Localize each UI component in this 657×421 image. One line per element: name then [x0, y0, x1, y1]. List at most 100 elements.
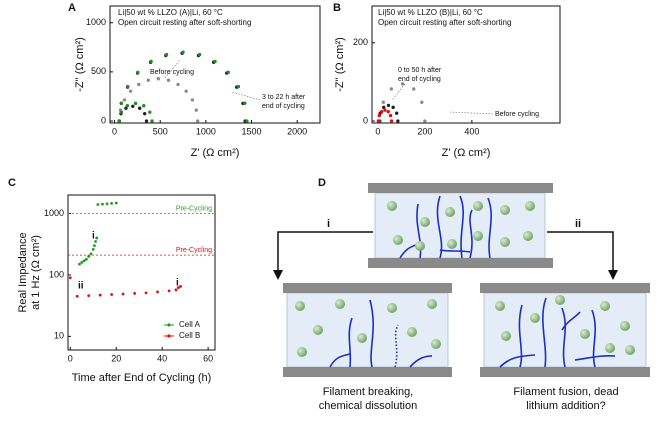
data-point: [389, 119, 394, 123]
data-point: [133, 292, 137, 295]
arrowhead: [273, 270, 283, 280]
data-point: [376, 119, 381, 123]
x-axis-label: Time after End of Cycling (h): [72, 372, 212, 384]
data-point: [82, 259, 86, 263]
data-point: [98, 293, 102, 297]
electrode: [480, 283, 650, 293]
particle: [445, 207, 455, 217]
data-point: [93, 244, 96, 248]
data-point: [156, 77, 161, 81]
data-point: [105, 202, 109, 206]
outcome-text: Filament fusion, dead: [513, 386, 618, 398]
arrowhead: [608, 270, 618, 280]
y-tick-label: 0: [363, 115, 368, 125]
panel-note: Open circuit resting after soft-shorting: [378, 18, 511, 27]
electrode: [283, 367, 452, 377]
y-axis-label: Real Impedance: [17, 232, 29, 312]
filament: [487, 197, 492, 259]
data-point: [400, 82, 405, 86]
x-tick-label: 60: [203, 353, 213, 363]
data-point: [164, 52, 169, 57]
data-point: [149, 59, 153, 64]
x-tick-label: 40: [157, 353, 167, 363]
data-point: [125, 103, 130, 108]
data-point: [119, 101, 124, 105]
x-tick-label: 200: [417, 126, 432, 136]
particle: [525, 201, 535, 211]
particle: [555, 295, 565, 305]
cell: [286, 292, 449, 368]
particle: [580, 329, 590, 339]
data-point: [190, 98, 195, 102]
x-tick-label: 0: [68, 353, 73, 363]
data-point: [121, 292, 125, 296]
data-point: [377, 113, 381, 118]
x-tick-label: 1000: [196, 126, 216, 136]
particle: [420, 217, 430, 227]
x-tick-label: 20: [111, 353, 121, 363]
filament: [369, 299, 374, 368]
data-point: [136, 70, 140, 75]
annotation-leader: [231, 91, 261, 101]
data-point: [226, 70, 230, 75]
data-point: [388, 113, 393, 118]
path-label: ii: [575, 218, 581, 230]
electrode: [283, 283, 452, 293]
data-point: [144, 119, 149, 123]
x-tick-label: 0: [112, 126, 117, 136]
panel-letter: A: [68, 2, 76, 14]
filament: [518, 304, 523, 368]
outcome-text: chemical dissolution: [319, 400, 417, 412]
data-point: [87, 255, 91, 258]
arrow: [277, 231, 373, 272]
data-point: [391, 105, 395, 110]
electrode: [368, 258, 553, 268]
path-label: i: [327, 218, 330, 230]
data-point: [142, 103, 146, 108]
y-tick-label: 0: [101, 115, 106, 125]
data-point: [396, 119, 400, 123]
data-point: [176, 286, 180, 290]
data-point: [389, 87, 394, 91]
plot-frame: [371, 5, 561, 124]
annotation-leader: [391, 83, 406, 101]
annotation: Before cycling: [495, 111, 539, 118]
data-point: [176, 82, 180, 87]
data-point: [94, 240, 97, 243]
data-point: [87, 294, 91, 298]
data-point: [381, 100, 385, 104]
x-tick-label: 1500: [242, 126, 262, 136]
filament: [469, 209, 473, 259]
data-point: [101, 202, 104, 206]
particle: [415, 241, 425, 251]
particle: [387, 201, 397, 211]
data-point: [137, 106, 142, 110]
plot-frame: [109, 5, 321, 124]
panel-letter: B: [333, 2, 341, 14]
data-point: [383, 108, 387, 112]
particle: [620, 321, 630, 331]
data-point: [382, 105, 386, 110]
y-axis-label: -Z'' (Ω cm²): [74, 37, 86, 92]
data-point: [75, 294, 79, 298]
filament: [591, 309, 596, 368]
particle: [500, 205, 510, 215]
data-point: [423, 119, 427, 123]
x-tick-label: 500: [153, 126, 168, 136]
particle: [335, 299, 345, 309]
data-point: [195, 119, 200, 123]
data-point: [89, 252, 93, 256]
data-point: [150, 119, 154, 123]
particle: [407, 327, 417, 337]
data-point: [131, 104, 135, 108]
data-point: [122, 98, 127, 102]
particle: [501, 331, 511, 341]
y-tick-label: 200: [353, 37, 368, 47]
particle: [357, 333, 367, 343]
particle: [500, 237, 510, 247]
data-point: [95, 236, 99, 240]
data-point: [68, 276, 72, 280]
legend-label: Cell A: [179, 320, 201, 329]
data-point: [386, 103, 391, 108]
